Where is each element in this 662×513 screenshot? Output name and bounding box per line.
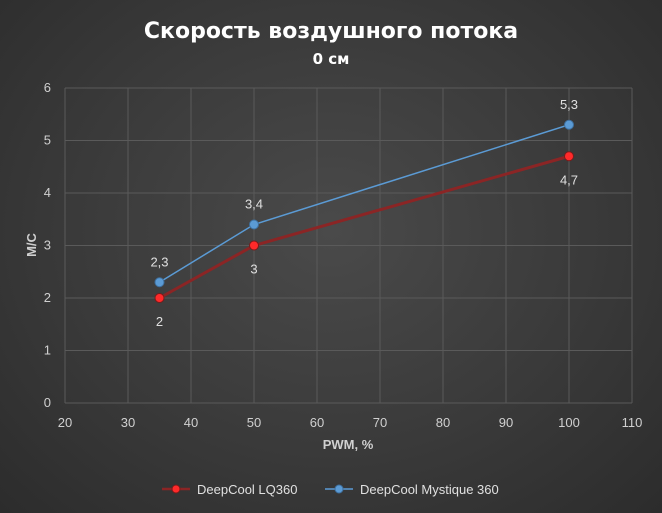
- chart-subtitle: 0 см: [313, 50, 350, 68]
- axis-ticks: 20 30 40 50 60 70 80 90 100 110 0 1 2 3 4 5 6: [44, 80, 643, 430]
- x-tick-label: 40: [184, 415, 198, 430]
- data-label: 3: [250, 262, 257, 277]
- y-tick-label: 2: [44, 290, 51, 305]
- series-line: [159, 124, 570, 283]
- series-layer: 2 3 4,7 2,3 3,4 5,3: [150, 97, 578, 329]
- data-label: 5,3: [560, 97, 578, 112]
- data-point: [154, 277, 165, 288]
- legend-label: DeepCool Mystique 360: [360, 482, 499, 497]
- y-tick-label: 5: [44, 133, 51, 148]
- x-tick-label: 70: [373, 415, 387, 430]
- y-tick-label: 1: [44, 343, 51, 358]
- x-axis-label: PWM, %: [323, 437, 374, 452]
- y-axis-label: М/С: [24, 232, 39, 256]
- legend-marker: [171, 484, 181, 494]
- data-point: [249, 219, 259, 230]
- data-label: 3,4: [245, 197, 263, 212]
- data-point: [249, 240, 259, 251]
- data-label: 4,7: [560, 172, 578, 187]
- x-tick-label: 20: [58, 415, 72, 430]
- x-tick-label: 30: [121, 415, 135, 430]
- data-label: 2: [156, 314, 163, 329]
- x-tick-label: 100: [558, 415, 580, 430]
- x-tick-label: 80: [436, 415, 450, 430]
- chart-title: Скорость воздушного потока: [144, 19, 518, 44]
- y-tick-label: 0: [44, 395, 51, 410]
- data-point: [564, 151, 574, 162]
- y-tick-label: 4: [44, 185, 51, 200]
- x-tick-label: 50: [247, 415, 261, 430]
- legend: DeepCool LQ360 DeepCool Mystique 360: [162, 482, 499, 497]
- data-point: [154, 293, 165, 303]
- series-line: [158, 154, 570, 300]
- data-point: [564, 119, 574, 130]
- x-tick-label: 60: [310, 415, 324, 430]
- legend-label: DeepCool LQ360: [197, 482, 297, 497]
- y-tick-label: 3: [44, 238, 51, 253]
- y-tick-label: 6: [44, 80, 51, 95]
- legend-marker: [334, 484, 344, 494]
- grid-lines: [64, 87, 633, 404]
- x-tick-label: 90: [499, 415, 513, 430]
- data-label: 2,3: [150, 254, 168, 269]
- x-tick-label: 110: [622, 415, 643, 430]
